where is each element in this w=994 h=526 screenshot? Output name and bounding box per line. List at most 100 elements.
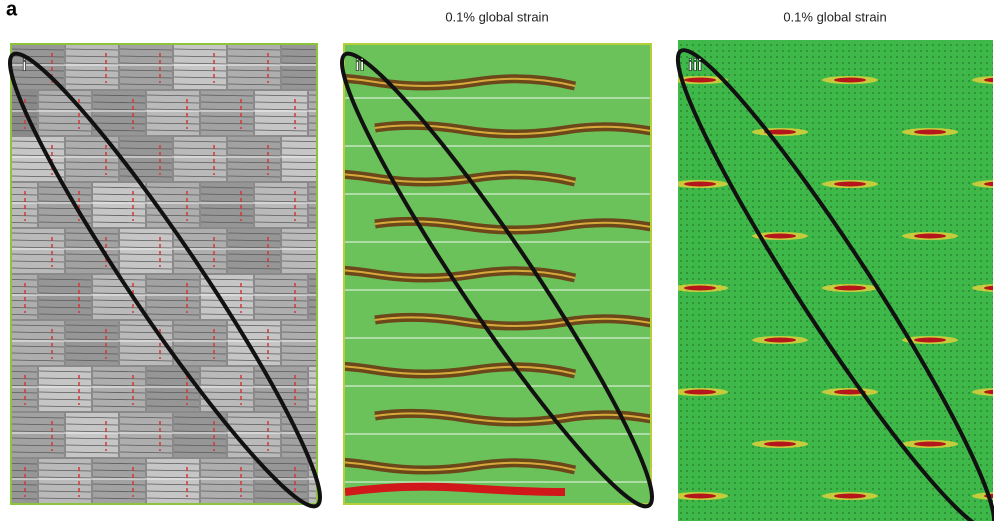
texture bbox=[146, 462, 200, 465]
texture bbox=[984, 285, 993, 291]
texture bbox=[38, 497, 92, 500]
texture bbox=[200, 497, 254, 500]
texture bbox=[227, 69, 281, 72]
texture bbox=[227, 331, 281, 334]
texture bbox=[65, 437, 119, 440]
texture bbox=[254, 405, 308, 408]
texture bbox=[684, 389, 716, 395]
texture bbox=[254, 207, 308, 210]
texture bbox=[254, 391, 308, 394]
texture bbox=[281, 161, 316, 164]
texture bbox=[200, 186, 254, 189]
texture bbox=[227, 140, 281, 143]
texture bbox=[119, 83, 173, 86]
texture bbox=[12, 321, 64, 365]
texture bbox=[146, 490, 200, 493]
texture bbox=[92, 490, 146, 493]
texture bbox=[38, 483, 92, 486]
texture bbox=[0, 413, 10, 457]
texture bbox=[173, 154, 227, 157]
texture bbox=[147, 275, 199, 319]
texture bbox=[65, 161, 119, 164]
texture bbox=[200, 285, 254, 288]
texture bbox=[200, 221, 254, 224]
texture bbox=[914, 129, 946, 135]
texture bbox=[65, 154, 119, 157]
texture bbox=[200, 299, 254, 302]
texture bbox=[281, 352, 316, 355]
texture bbox=[227, 338, 281, 341]
texture bbox=[38, 193, 92, 196]
texture bbox=[984, 181, 993, 187]
texture bbox=[93, 275, 145, 319]
texture bbox=[254, 377, 308, 380]
texture bbox=[65, 416, 119, 419]
texture bbox=[146, 101, 200, 104]
texture bbox=[12, 331, 65, 334]
texture bbox=[65, 175, 119, 178]
texture bbox=[119, 430, 173, 433]
texture bbox=[38, 405, 92, 408]
texture bbox=[119, 267, 173, 270]
texture bbox=[227, 267, 281, 270]
texture bbox=[0, 162, 10, 163]
texture bbox=[764, 337, 796, 343]
texture bbox=[12, 201, 38, 203]
texture bbox=[281, 423, 316, 426]
texture bbox=[227, 444, 281, 447]
texture bbox=[254, 108, 308, 111]
texture bbox=[834, 285, 866, 291]
texture bbox=[92, 207, 146, 210]
texture bbox=[38, 221, 92, 224]
texture bbox=[173, 168, 227, 171]
texture bbox=[92, 313, 146, 316]
texture bbox=[12, 392, 38, 394]
highlight-ellipse bbox=[339, 51, 655, 509]
texture bbox=[12, 345, 65, 348]
texture bbox=[374, 412, 650, 423]
texture bbox=[174, 45, 226, 89]
texture bbox=[38, 391, 92, 394]
texture bbox=[227, 416, 281, 419]
texture bbox=[200, 292, 254, 295]
texture bbox=[12, 463, 38, 465]
texture bbox=[146, 214, 200, 217]
texture bbox=[12, 359, 65, 362]
texture bbox=[93, 367, 145, 411]
texture bbox=[0, 261, 10, 262]
texture bbox=[255, 275, 307, 319]
texture bbox=[173, 444, 227, 447]
texture bbox=[200, 207, 254, 210]
texture bbox=[146, 370, 200, 373]
texture bbox=[0, 445, 10, 446]
texture bbox=[119, 444, 173, 447]
texture bbox=[200, 101, 254, 104]
texture bbox=[12, 187, 38, 189]
texture bbox=[254, 384, 308, 387]
figure-label: a bbox=[6, 0, 18, 20]
texture bbox=[174, 321, 226, 365]
texture bbox=[119, 416, 173, 419]
texture bbox=[146, 207, 200, 210]
texture bbox=[0, 332, 10, 333]
texture bbox=[281, 232, 316, 235]
texture bbox=[345, 461, 576, 471]
texture bbox=[119, 246, 173, 249]
texture bbox=[66, 321, 118, 365]
texture bbox=[834, 389, 866, 395]
texture bbox=[12, 352, 65, 355]
texture bbox=[119, 161, 173, 164]
texture bbox=[227, 48, 281, 51]
texture bbox=[92, 469, 146, 472]
texture bbox=[12, 484, 38, 486]
panel-label: ii bbox=[355, 55, 364, 74]
texture bbox=[684, 181, 716, 187]
texture bbox=[0, 229, 10, 273]
texture bbox=[146, 476, 200, 479]
texture bbox=[12, 406, 38, 408]
texture bbox=[12, 470, 38, 472]
texture bbox=[12, 307, 38, 309]
texture bbox=[92, 94, 146, 97]
